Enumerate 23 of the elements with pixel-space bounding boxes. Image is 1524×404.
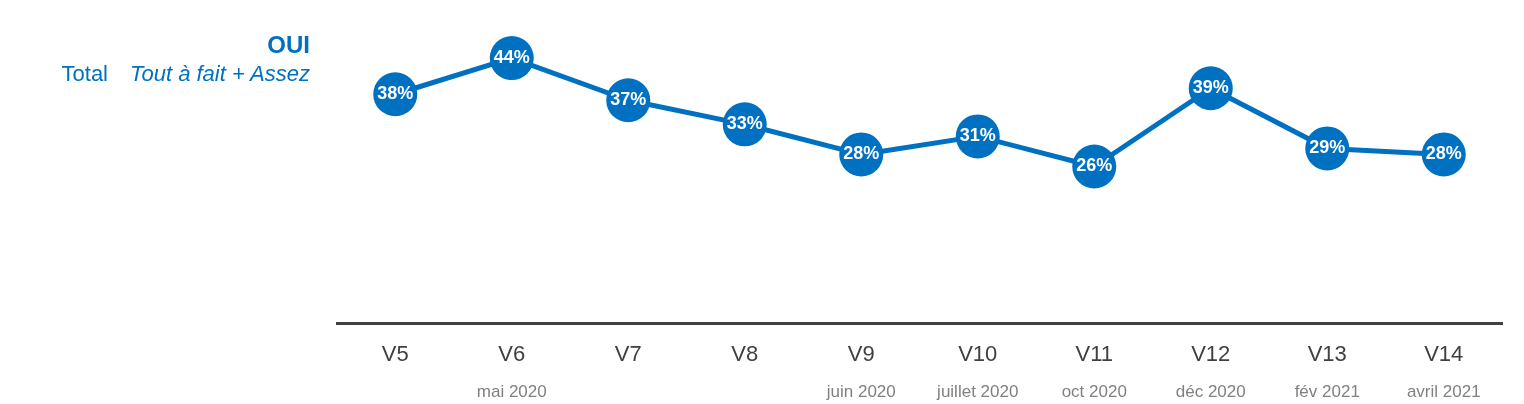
text: Total [61, 61, 109, 86]
data-label: 39% [1192, 77, 1229, 98]
data-label: 37% [610, 89, 647, 110]
x-tick-label: V14 avril 2021 [1406, 341, 1481, 401]
x-tick-label: V7 [614, 341, 642, 367]
data-label: 28% [1425, 143, 1462, 164]
x-tick-label: V8 [731, 341, 759, 367]
x-tick-label: V5 [381, 341, 409, 367]
text: Tout à fait + Assez [130, 61, 310, 86]
data-label: 44% [493, 47, 530, 68]
x-tick-label: V6 mai 2020 [476, 341, 547, 401]
data-label: 38% [377, 83, 414, 104]
data-label: 26% [1076, 155, 1113, 176]
data-label: 29% [1309, 137, 1346, 158]
data-label: 31% [959, 125, 996, 146]
x-tick-label: V10 juillet 2020 [936, 341, 1019, 401]
x-tick-label: V11 oct 2020 [1061, 341, 1127, 401]
x-tick-label: V9 juin 2020 [825, 341, 896, 401]
data-label: 33% [726, 113, 763, 134]
x-tick-label: V13 fév 2021 [1294, 341, 1360, 401]
chart-title: OUI [266, 30, 310, 60]
x-tick-label: V12 déc 2020 [1175, 341, 1246, 401]
data-label: 28% [843, 143, 880, 164]
